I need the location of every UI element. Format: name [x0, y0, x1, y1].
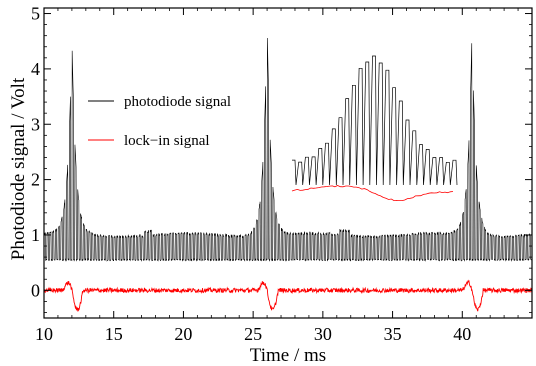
- legend: photodiode signal lock−in signal: [88, 94, 231, 149]
- y-tick-label: 3: [31, 114, 40, 134]
- y-tick-label: 1: [31, 225, 40, 245]
- x-tick-label: 35: [384, 324, 402, 344]
- legend-label-photodiode: photodiode signal: [124, 94, 231, 110]
- lock-in-signal-trace: [43, 279, 533, 312]
- inset-photodiode-line: [292, 55, 458, 186]
- inset-zoom: [291, 55, 458, 202]
- plot-frame: [43, 7, 533, 319]
- x-tick-label: 10: [35, 324, 53, 344]
- inset-lock-in-line: [291, 185, 454, 202]
- x-axis-title: Time / ms: [250, 345, 326, 366]
- photodiode-signal-line: [43, 38, 533, 262]
- lock-in-signal-line: [43, 279, 533, 312]
- y-tick-label: 4: [31, 59, 40, 79]
- legend-label-lockin: lock−in signal: [124, 133, 210, 149]
- x-tick-label: 20: [174, 324, 192, 344]
- x-tick-label: 15: [105, 324, 123, 344]
- x-tick-label: 30: [314, 324, 332, 344]
- y-axis-title: Photodiode signal / Volt: [8, 77, 29, 260]
- axes: 10 15 20 25 30 35 40 0 1 2 3 4 5: [31, 4, 533, 344]
- photodiode-signal-trace: [43, 38, 533, 262]
- y-tick-label: 5: [31, 4, 40, 24]
- x-tick-label: 25: [244, 324, 262, 344]
- y-tick-label: 0: [31, 280, 40, 300]
- y-tick-label: 2: [31, 170, 40, 190]
- x-tick-label: 40: [453, 324, 471, 344]
